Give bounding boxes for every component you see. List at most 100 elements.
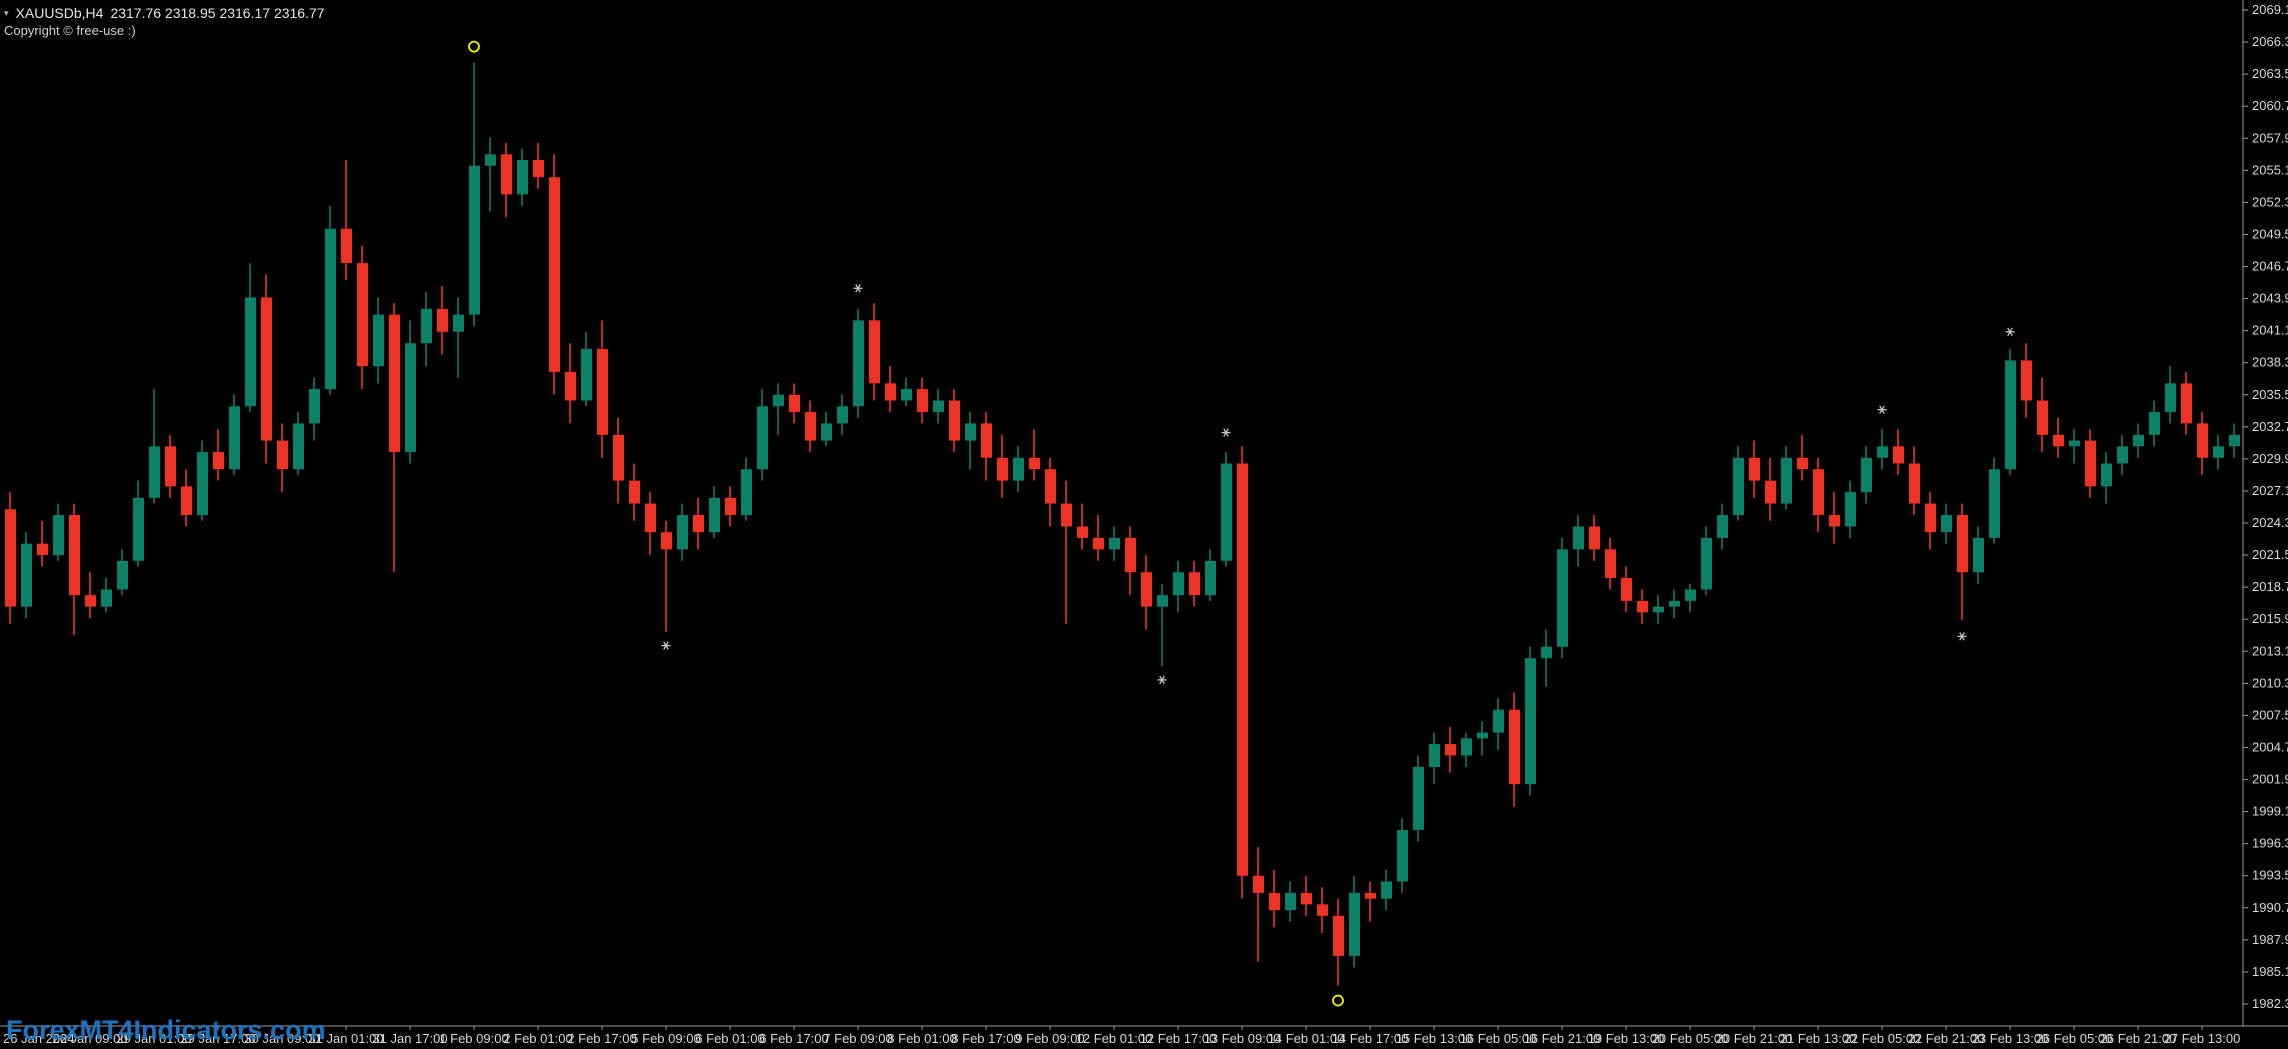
bull-candle — [325, 205, 336, 395]
bear-candle — [2037, 377, 2048, 453]
bear-candle — [1077, 503, 1088, 550]
bull-candle — [101, 578, 112, 613]
price-axis-label: 2063.50 — [2252, 66, 2288, 81]
bull-candle — [1397, 818, 1408, 893]
time-axis-label: 2 Feb 17:00 — [567, 1031, 636, 1046]
bear-candle — [661, 520, 672, 632]
bull-candle — [1221, 452, 1232, 567]
bull-candle — [1717, 503, 1728, 550]
bear-candle — [1189, 560, 1200, 607]
time-axis-label: 12 Feb 01:00 — [1076, 1031, 1153, 1046]
time-axis-label: 26 Feb 05:00 — [2036, 1031, 2113, 1046]
bull-candle — [1477, 721, 1488, 756]
price-axis-label: 2038.30 — [2252, 355, 2288, 370]
bear-candle — [85, 572, 96, 619]
bull-candle — [469, 62, 480, 327]
price-axis-label: 2069.10 — [2252, 2, 2288, 17]
price-axis-label: 1993.50 — [2252, 868, 2288, 883]
price-axis-label: 1996.30 — [2252, 836, 2288, 851]
bear-candle — [1445, 726, 1456, 773]
bear-candle — [1029, 429, 1040, 481]
candles[interactable] — [5, 62, 2240, 986]
bull-candle — [1573, 515, 1584, 567]
price-axis-label: 2021.50 — [2252, 547, 2288, 562]
bull-candle — [1109, 526, 1120, 561]
price-axis-label: 2001.90 — [2252, 772, 2288, 787]
bear-candle — [885, 366, 896, 412]
bear-candle — [213, 429, 224, 481]
bear-candle — [181, 469, 192, 527]
price-axis-label: 2066.30 — [2252, 34, 2288, 49]
bull-candle — [197, 440, 208, 521]
bull-candle — [293, 411, 304, 475]
bull-candle — [1525, 646, 1536, 796]
time-axis-label: 14 Feb 01:00 — [1268, 1031, 1345, 1046]
bear-candle — [389, 303, 400, 573]
bear-candle — [1621, 566, 1632, 613]
bull-candle — [1781, 446, 1792, 510]
time-axis-label: 8 Feb 01:00 — [887, 1031, 956, 1046]
bull-candle — [1205, 549, 1216, 601]
price-axis-label: 2046.70 — [2252, 259, 2288, 274]
bear-candle — [1909, 446, 1920, 516]
bear-candle — [1269, 870, 1280, 928]
time-axis-label: 8 Feb 17:00 — [951, 1031, 1020, 1046]
price-axis-label: 2049.50 — [2252, 226, 2288, 241]
bull-candle — [741, 457, 752, 521]
time-axis-label: 31 Jan 01:00 — [308, 1031, 383, 1046]
time-axis-label: 13 Feb 09:00 — [1204, 1031, 1281, 1046]
bull-candle — [2005, 348, 2016, 475]
chart-symbol-period: XAUUSDb,H4 — [15, 5, 104, 21]
time-axis-label: 19 Feb 13:00 — [1588, 1031, 1665, 1046]
price-axis-label: 2043.90 — [2252, 291, 2288, 306]
bull-candle — [2229, 423, 2240, 458]
bear-candle — [613, 417, 624, 504]
bear-candle — [981, 411, 992, 481]
price-axis-label: 2029.90 — [2252, 451, 2288, 466]
bull-candle — [485, 137, 496, 212]
bear-candle — [1141, 555, 1152, 630]
price-axis-label: 2032.70 — [2252, 419, 2288, 434]
bull-candle — [1845, 480, 1856, 538]
time-axis-label: 12 Feb 17:00 — [1140, 1031, 1217, 1046]
price-axis-label: 2010.30 — [2252, 675, 2288, 690]
time-axis-label: 27 Feb 13:00 — [2164, 1031, 2241, 1046]
bear-candle — [1093, 515, 1104, 561]
bear-candle — [533, 142, 544, 189]
time-axis-label: 29 Jan 17:00 — [180, 1031, 255, 1046]
bull-candle — [2101, 452, 2112, 504]
price-axis[interactable]: 2069.10 2066.30 2063.50 2060.70 2057.90 2055.… — [2243, 2, 2288, 1011]
price-axis-label: 1999.10 — [2252, 804, 2288, 819]
bear-candle — [1925, 492, 1936, 550]
price-axis-label: 1985.10 — [2252, 964, 2288, 979]
bear-candle — [1365, 881, 1376, 922]
bull-candle — [1429, 732, 1440, 785]
bear-candle — [549, 154, 560, 395]
time-axis-label: 7 Feb 09:00 — [823, 1031, 892, 1046]
time-axis-label: 6 Feb 17:00 — [759, 1031, 828, 1046]
price-axis-label: 2035.50 — [2252, 387, 2288, 402]
bull-candle — [709, 486, 720, 538]
bull-candle — [1285, 881, 1296, 922]
bull-candle — [517, 148, 528, 206]
time-axis-label: 26 Jan 2024 — [3, 1031, 75, 1046]
bull-candle — [933, 389, 944, 424]
time-axis-label: 9 Feb 09:00 — [1015, 1031, 1084, 1046]
time-axis-label: 31 Jan 17:00 — [372, 1031, 447, 1046]
time-axis-label: 5 Feb 09:00 — [631, 1031, 700, 1046]
bull-candle — [757, 389, 768, 481]
bull-candle — [1669, 589, 1680, 619]
bear-candle — [165, 434, 176, 498]
time-axis-label: 29 Jan 01:00 — [116, 1031, 191, 1046]
bear-candle — [1813, 457, 1824, 533]
bull-candle — [229, 394, 240, 475]
bear-candle — [341, 160, 352, 281]
bull-candle — [1493, 698, 1504, 750]
bear-candle — [725, 486, 736, 527]
bull-candle — [1861, 446, 1872, 504]
bull-candle — [1381, 870, 1392, 911]
time-axis-label: 16 Feb 21:00 — [1524, 1031, 1601, 1046]
